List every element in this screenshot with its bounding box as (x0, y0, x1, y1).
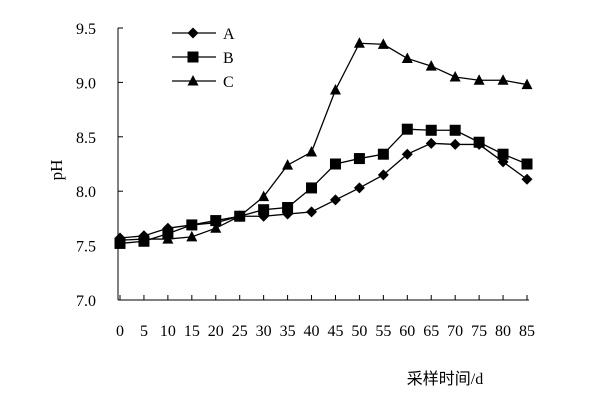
data-point (306, 206, 318, 218)
x-tick-label: 45 (327, 323, 343, 340)
y-tick-label: 8.5 (76, 130, 96, 147)
data-point (497, 148, 509, 160)
data-point (138, 233, 150, 244)
series-layer (114, 37, 533, 249)
legend-item-c: C (172, 74, 234, 91)
legend-label: C (223, 74, 234, 91)
x-tick-label: 50 (351, 323, 367, 340)
data-point (425, 124, 437, 136)
legend-marker (187, 75, 199, 86)
data-point (353, 37, 365, 48)
data-point (473, 74, 485, 85)
legend: ABC (172, 26, 235, 91)
x-tick-label: 75 (471, 323, 487, 340)
data-point (353, 153, 365, 165)
y-axis: 7.0 7.5 8.0 8.5 9.0 9.5 (76, 21, 123, 310)
x-axis: 0 5 10 15 20 25 30 35 40 45 50 55 60 65 70 75 80 85 (116, 295, 535, 340)
data-point (425, 137, 437, 149)
x-tick-label: 5 (140, 323, 148, 340)
data-point (449, 124, 461, 136)
data-point (258, 204, 270, 216)
y-tick-label: 8.0 (76, 184, 96, 201)
series-a (114, 137, 533, 244)
x-tick-label: 10 (160, 323, 176, 340)
data-point (521, 78, 533, 90)
y-tick-label: 7.0 (76, 293, 96, 310)
data-point (521, 158, 533, 170)
data-point (258, 190, 270, 202)
x-tick-label: 35 (280, 323, 296, 340)
legend-item-b: B (172, 50, 234, 67)
data-point (186, 230, 198, 242)
y-axis-title: pH (47, 160, 66, 181)
data-point (210, 222, 222, 233)
y-tick-label: 9.0 (76, 75, 96, 92)
data-point (401, 148, 413, 160)
legend-marker (187, 51, 199, 63)
series-b (114, 123, 533, 249)
data-point (329, 158, 341, 170)
data-point (473, 136, 485, 148)
data-point (449, 70, 461, 82)
x-tick-label: 70 (447, 323, 463, 340)
data-point (186, 219, 198, 231)
data-point (377, 38, 389, 49)
x-tick-label: 60 (399, 323, 415, 340)
x-axis-title: 采样时间/d (407, 370, 483, 388)
series-c (114, 37, 533, 245)
x-tick-label: 0 (116, 323, 124, 340)
data-point (377, 148, 389, 160)
legend-label: A (223, 26, 235, 43)
x-tick-label: 30 (256, 323, 272, 340)
legend-item-a: A (172, 26, 235, 43)
legend-marker (187, 27, 199, 39)
x-tick-label: 85 (519, 323, 535, 340)
y-tick-label: 7.5 (76, 239, 96, 256)
x-tick-label: 20 (208, 323, 224, 340)
y-tick-label: 9.5 (76, 21, 96, 38)
data-point (210, 215, 222, 227)
x-tick-label: 65 (423, 323, 439, 340)
data-point (234, 210, 246, 221)
x-tick-label: 80 (495, 323, 511, 340)
data-point (497, 74, 509, 85)
data-point (329, 194, 341, 206)
data-point (401, 52, 413, 63)
data-point (329, 84, 341, 95)
x-tick-label: 25 (232, 323, 248, 340)
legend-label: B (223, 50, 234, 67)
series-line (119, 142, 528, 239)
data-point (449, 138, 461, 150)
data-point (306, 182, 318, 194)
data-point (521, 173, 533, 185)
data-point (401, 123, 413, 135)
x-tick-label: 40 (304, 323, 320, 340)
x-tick-label: 15 (184, 323, 200, 340)
data-point (425, 60, 437, 71)
data-point (306, 146, 318, 157)
data-point (282, 159, 294, 170)
data-point (282, 202, 294, 214)
data-point (377, 169, 389, 181)
data-point (114, 234, 126, 245)
data-point (162, 233, 174, 244)
series-line (119, 42, 528, 241)
x-tick-label: 55 (375, 323, 391, 340)
data-point (353, 182, 365, 194)
